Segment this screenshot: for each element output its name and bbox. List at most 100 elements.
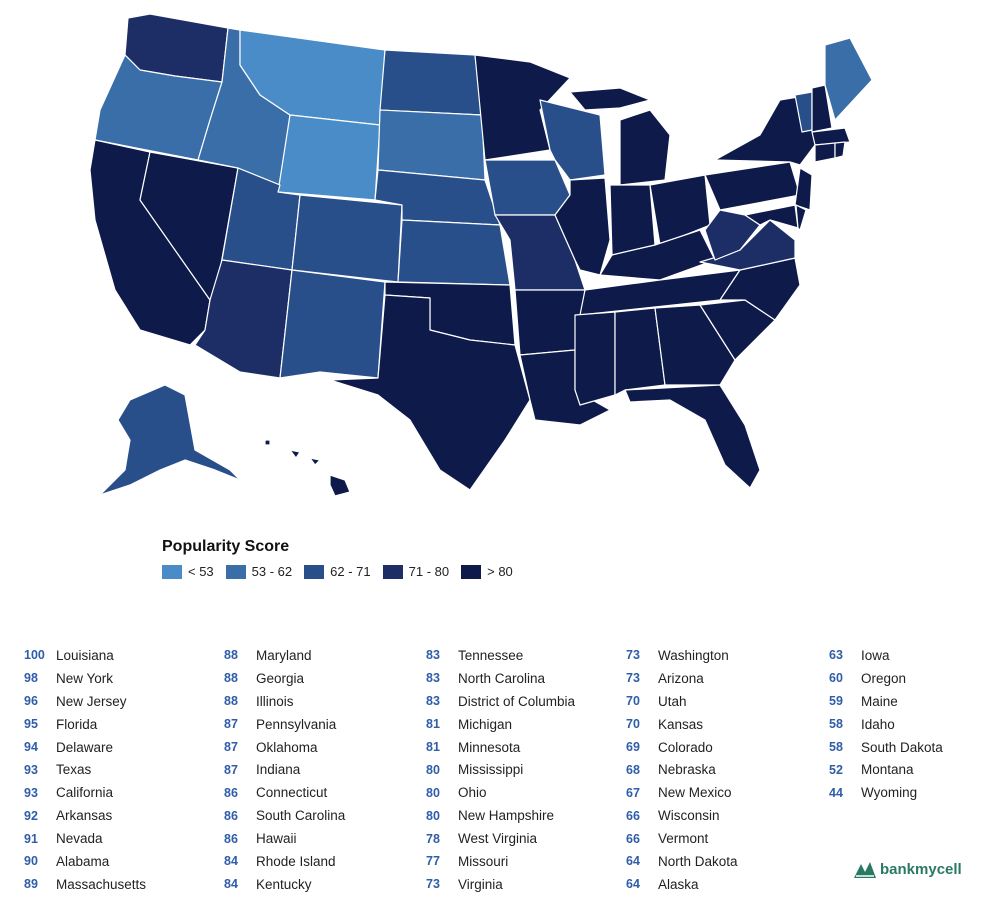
- ranking-score: 58: [829, 717, 843, 732]
- ranking-row: 86 South Carolina: [224, 804, 414, 827]
- ranking-state: Wisconsin: [658, 808, 720, 824]
- ranking-row: 70 Kansas: [626, 713, 816, 736]
- ranking-state: Tennessee: [458, 647, 524, 663]
- us-choropleth-map: [89, 13, 873, 497]
- ranking-state: North Carolina: [458, 670, 546, 686]
- ranking-row: 88 Illinois: [224, 690, 414, 713]
- ranking-score: 60: [829, 671, 843, 686]
- ranking-row: 84 Kentucky: [224, 873, 414, 896]
- ranking-score: 81: [426, 717, 440, 732]
- legend-swatch: [382, 564, 403, 579]
- legend: Popularity Score < 53 53 - 62 62 - 71 71…: [162, 538, 513, 579]
- ranking-score: 86: [224, 808, 238, 823]
- ranking-row: 86 Connecticut: [224, 781, 414, 804]
- ranking-score: 86: [224, 785, 238, 800]
- ranking-score: 100: [24, 648, 45, 663]
- legend-item: > 80: [461, 564, 513, 579]
- ranking-row: 66 Wisconsin: [626, 804, 816, 827]
- ranking-row: 89 Massachusetts: [24, 873, 214, 896]
- ranking-state: Louisiana: [56, 647, 114, 663]
- ranking-score: 89: [24, 877, 38, 892]
- ranking-row: 92 Arkansas: [24, 804, 214, 827]
- state-georgia: [654, 304, 736, 386]
- ranking-row: 87 Oklahoma: [224, 736, 414, 759]
- ranking-score: 80: [426, 762, 440, 777]
- ranking-state: Texas: [56, 762, 92, 778]
- state-texas: [329, 294, 531, 491]
- ranking-row: 93 California: [24, 781, 214, 804]
- ranking-state: Arizona: [658, 670, 704, 686]
- state-new-hampshire: [811, 84, 833, 133]
- state-indiana: [609, 184, 656, 256]
- ranking-state: Connecticut: [256, 785, 328, 801]
- ranking-score: 68: [626, 762, 640, 777]
- ranking-score: 58: [829, 740, 843, 754]
- ranking-row: 77 Missouri: [426, 850, 616, 873]
- state-illinois: [554, 177, 611, 276]
- ranking-score: 59: [829, 694, 843, 709]
- state-connecticut: [814, 142, 836, 163]
- state-iowa: [484, 159, 571, 216]
- ranking-row: 58 Idaho: [829, 713, 989, 736]
- ranking-state: Indiana: [256, 762, 301, 778]
- ranking-row: 59 Maine: [829, 690, 989, 713]
- ranking-score: 69: [626, 740, 640, 754]
- state-florida: [624, 384, 761, 489]
- ranking-row: 90 Alabama: [24, 850, 214, 873]
- rankings-table: 100 Louisiana 98 New York 96 New Jersey 95 Flor…: [24, 644, 964, 894]
- ranking-score: 83: [426, 671, 440, 686]
- ranking-score: 70: [626, 717, 640, 732]
- ranking-state: West Virginia: [458, 831, 538, 847]
- ranking-row: 87 Indiana: [224, 758, 414, 781]
- legend-swatch: [162, 564, 182, 579]
- legend-label: > 80: [487, 564, 513, 579]
- ranking-state: Missouri: [458, 853, 509, 869]
- ranking-score: 88: [224, 648, 238, 663]
- ranking-score: 93: [24, 785, 38, 800]
- ranking-score: 78: [426, 831, 440, 846]
- ranking-state: Montana: [861, 762, 914, 778]
- ranking-state: Washington: [658, 647, 729, 663]
- ranking-row: 60 Oregon: [829, 667, 989, 690]
- ranking-row: 64 North Dakota: [626, 850, 816, 873]
- ranking-row: 94 Delaware: [24, 736, 214, 759]
- ranking-state: Georgia: [256, 670, 305, 686]
- legend-swatch: [225, 564, 246, 579]
- state-massachusetts: [811, 127, 851, 146]
- state-maryland: [744, 204, 799, 229]
- ranking-score: 64: [626, 877, 640, 892]
- ranking-state: Massachusetts: [56, 876, 147, 892]
- ranking-state: California: [56, 785, 114, 801]
- legend-item: 53 - 62: [225, 564, 292, 579]
- legend-swatch: [461, 564, 482, 579]
- ranking-row: 67 New Mexico: [626, 781, 816, 804]
- ranking-state: New Jersey: [56, 693, 127, 709]
- bank-logo-icon: [854, 862, 876, 878]
- state-south-dakota: [377, 109, 486, 181]
- ranking-row: 64 Alaska: [626, 873, 816, 896]
- ranking-row: 81 Minnesota: [426, 736, 616, 759]
- rankings-column-5: 63 Iowa 60 Oregon 59 Maine 58 Idaho 58 South Dako…: [829, 644, 989, 804]
- ranking-state: Minnesota: [458, 739, 521, 755]
- ranking-row: 73 Arizona: [626, 667, 816, 690]
- ranking-state: Alabama: [56, 853, 110, 869]
- ranking-score: 90: [24, 854, 38, 869]
- ranking-state: Mississippi: [458, 762, 524, 778]
- ranking-score: 66: [626, 831, 640, 846]
- state-alabama: [614, 307, 666, 396]
- ranking-state: New York: [56, 670, 114, 686]
- ranking-state: Maryland: [256, 647, 312, 663]
- ranking-score: 80: [426, 785, 440, 800]
- legend-label: 71 - 80: [408, 564, 450, 579]
- ranking-score: 73: [426, 877, 440, 892]
- rankings-column-2: 88 Maryland 88 Georgia 88 Illinois 87 Pennsylva…: [224, 644, 414, 896]
- legend-item: 62 - 71: [304, 564, 371, 579]
- state-maine: [824, 37, 873, 121]
- ranking-row: 44 Wyoming: [829, 781, 989, 804]
- ranking-row: 88 Maryland: [224, 644, 414, 667]
- ranking-score: 63: [829, 648, 843, 663]
- ranking-row: 83 North Carolina: [426, 667, 616, 690]
- ranking-state: South Carolina: [256, 808, 346, 824]
- ranking-score: 70: [626, 694, 640, 709]
- ranking-score: 87: [224, 762, 238, 777]
